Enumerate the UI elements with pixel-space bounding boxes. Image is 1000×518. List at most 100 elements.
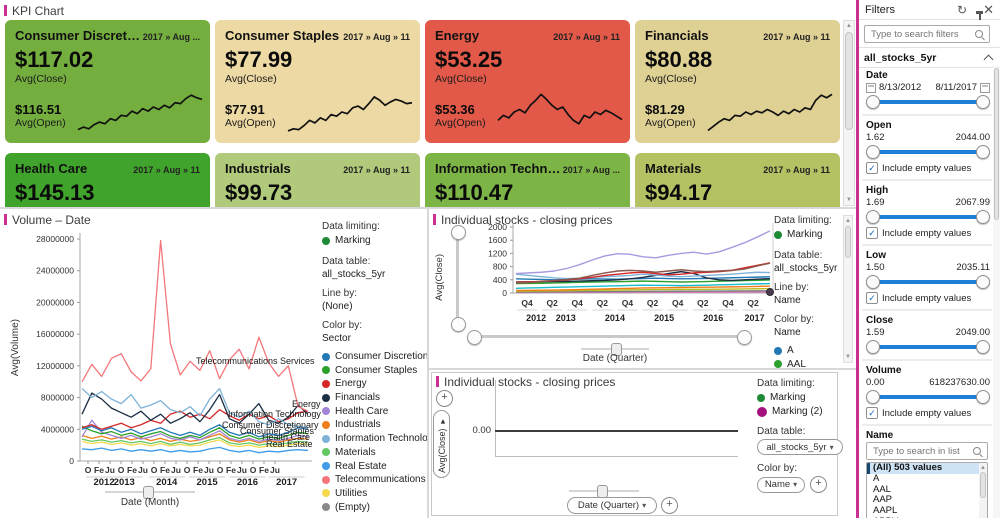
legend-marking-2[interactable]: Marking (2) [757, 405, 849, 419]
volume-series-consumer-staples[interactable] [81, 425, 309, 440]
stock-series-line[interactable] [515, 290, 771, 293]
legend-item[interactable]: A [774, 344, 842, 358]
range-slider-handle-min[interactable] [866, 390, 880, 404]
range-slider-handle-max[interactable] [976, 210, 990, 224]
date-quarter-axis-slider[interactable] [581, 343, 649, 356]
y-axis-selector-pill[interactable]: Avg(Close) ▾ [433, 410, 450, 478]
data-table-selector-pill[interactable]: all_stocks_5yr ▾ [757, 439, 843, 456]
range-slider-handle-min[interactable] [866, 145, 880, 159]
list-search-input[interactable] [871, 444, 973, 458]
list-search[interactable] [866, 442, 988, 460]
scroll-up-arrow[interactable]: ▲ [980, 465, 986, 471]
volume-series-telecommunications-services[interactable] [81, 239, 309, 412]
filters-scrollbar[interactable] [993, 66, 1000, 518]
legend-item[interactable]: Telecommunications ... [322, 473, 437, 487]
list-item[interactable]: AAL [873, 483, 891, 495]
marked-data-point[interactable] [766, 288, 774, 297]
calendar-icon[interactable] [866, 82, 876, 93]
volume-series-materials[interactable] [81, 436, 309, 446]
y-range-handle-top[interactable] [451, 225, 466, 240]
range-slider-track[interactable] [871, 150, 985, 154]
kpi-vertical-scrollbar[interactable]: ▲ ▼ [843, 20, 855, 206]
range-slider-handle-min[interactable] [866, 340, 880, 354]
range-slider-handle-max[interactable] [976, 340, 990, 354]
legend-item[interactable]: Consumer Discretion... [322, 350, 437, 364]
legend-section-value[interactable]: (None) [322, 300, 353, 312]
range-slider-handle-max[interactable] [976, 390, 990, 404]
volume-series-financials[interactable] [81, 392, 309, 424]
range-slider-handle-min[interactable] [866, 275, 880, 289]
x-range-handle-right[interactable] [737, 330, 752, 345]
date-quarter-axis-slider[interactable] [569, 485, 639, 498]
filter-listbox[interactable]: (All) 503 valuesAAALAAPAAPLABBVABC▲▼ [866, 462, 988, 518]
legend-item[interactable]: (Empty) [322, 500, 425, 514]
range-slider-track[interactable] [871, 395, 985, 399]
legend-item[interactable]: Industrials [322, 418, 425, 432]
kpi-tile[interactable]: Energy 2017 » Aug » 11 $53.25 Avg(Close) $53… [425, 20, 630, 143]
color-by-selector-pill[interactable]: Name ▾ [757, 476, 805, 493]
range-slider-track[interactable] [871, 215, 985, 219]
list-item[interactable]: A [873, 472, 880, 484]
kpi-tile[interactable]: Consumer Discretio... 2017 » Aug ... $117.… [5, 20, 210, 143]
x-range-handle-left[interactable] [467, 330, 482, 345]
kpi-tile[interactable]: Financials 2017 » Aug » 11 $80.88 Avg(Close… [635, 20, 840, 143]
legend-item[interactable]: Materials [322, 446, 425, 460]
range-slider-track[interactable] [871, 280, 985, 284]
volume-x-axis-label[interactable]: Date (Month) [120, 497, 180, 508]
date-month-axis-slider[interactable] [105, 486, 195, 499]
range-slider-handle-min[interactable] [866, 95, 880, 109]
range-slider[interactable] [866, 210, 990, 224]
list-item[interactable]: AAP [873, 494, 893, 506]
legend-item[interactable]: Consumer Staples [322, 363, 425, 377]
legend-item[interactable]: Utilities [322, 487, 425, 501]
stock-series-line[interactable] [515, 287, 771, 292]
calendar-icon[interactable] [980, 82, 990, 93]
range-slider-track[interactable] [871, 345, 985, 349]
legend-item[interactable]: Financials [322, 391, 425, 405]
scroll-thumb[interactable] [980, 472, 986, 498]
legend-section-value[interactable]: Sector [322, 332, 351, 344]
scroll-down-arrow[interactable]: ▼ [845, 354, 851, 360]
stock-series-line[interactable] [515, 271, 771, 280]
scroll-down-arrow[interactable]: ▼ [846, 197, 852, 203]
add-color-button[interactable]: + [810, 476, 827, 494]
range-slider-track[interactable] [871, 100, 985, 104]
legend-marking-1[interactable]: Marking [757, 391, 849, 405]
listbox-scrollbar[interactable]: ▲▼ [979, 463, 987, 518]
volume-series-real-estate[interactable] [81, 446, 309, 454]
range-slider[interactable] [866, 390, 990, 404]
legend-item[interactable]: Information Technology [322, 432, 438, 446]
scroll-thumb[interactable] [994, 68, 999, 220]
volume-series-utilities[interactable] [81, 439, 309, 449]
volume-series-information-technology[interactable] [81, 387, 309, 429]
range-slider[interactable] [866, 340, 990, 354]
legend-item[interactable]: Marking [322, 234, 425, 248]
legend-scrollbar[interactable]: ▲ ▼ [843, 215, 853, 363]
filters-search-input[interactable] [869, 27, 975, 41]
x-axis-selector-pill[interactable]: Date (Quarter) ▾ [567, 497, 657, 514]
range-slider[interactable] [866, 275, 990, 289]
volume-series-energy[interactable] [81, 409, 309, 430]
list-item[interactable]: ABBV [867, 516, 987, 518]
legend-section-value[interactable]: all_stocks_5yr [322, 268, 386, 280]
legend-item[interactable]: Energy [322, 377, 425, 391]
volume-series-health-care[interactable] [81, 419, 309, 443]
legend-item[interactable]: Marking [774, 228, 842, 242]
scroll-up-arrow[interactable]: ▲ [846, 23, 852, 29]
filters-search[interactable] [864, 25, 990, 43]
stock-series-line[interactable] [515, 262, 771, 284]
slider-handle[interactable] [143, 486, 154, 499]
include-empty-checkbox[interactable]: ✓ [866, 292, 878, 304]
list-item[interactable]: (All) 503 values [867, 463, 987, 474]
scroll-up-arrow[interactable]: ▲ [845, 218, 851, 224]
range-slider-handle-max[interactable] [976, 95, 990, 109]
filter-group-header[interactable]: all_stocks_5yr [859, 47, 1000, 68]
legend-section-value[interactable]: Name [774, 326, 801, 338]
include-empty-checkbox[interactable]: ✓ [866, 407, 878, 419]
stock-series-line[interactable] [515, 282, 771, 289]
list-item[interactable]: AAPL [873, 505, 898, 517]
stock-series-line[interactable] [515, 285, 771, 292]
legend-section-value[interactable]: all_stocks_5yr [774, 262, 838, 274]
volume-y-axis-label[interactable]: Avg(Volume) [10, 319, 21, 377]
